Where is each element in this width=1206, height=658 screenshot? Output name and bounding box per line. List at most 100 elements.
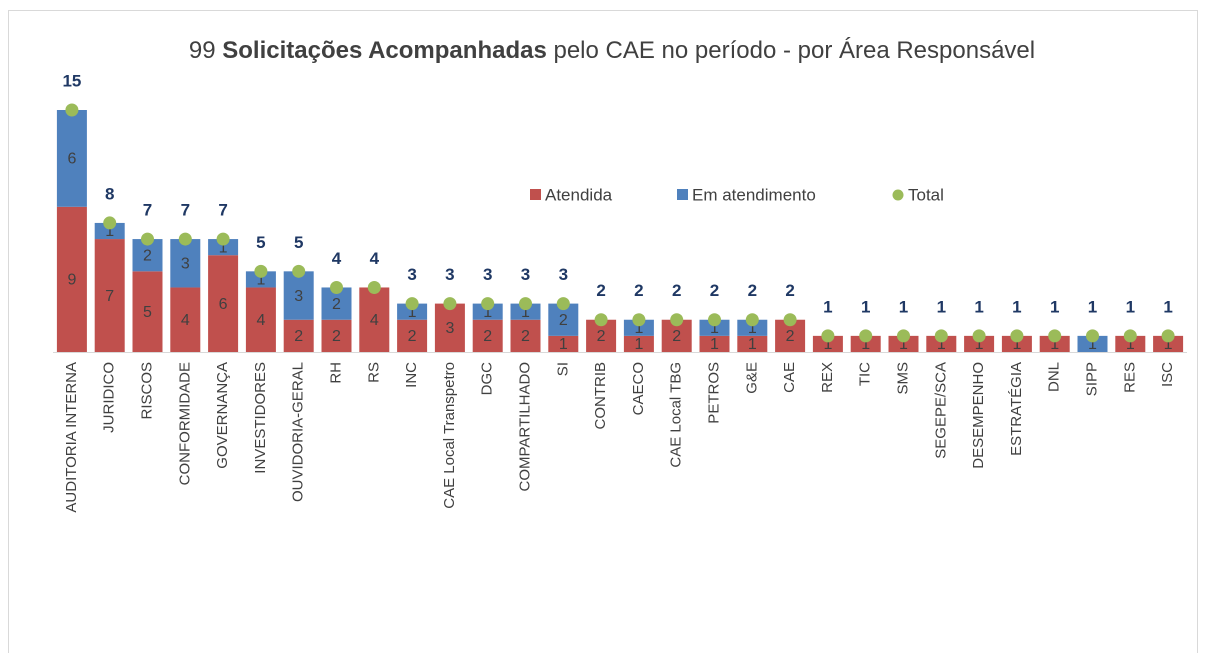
x-tick-label: SI [554,362,571,376]
bar-segment [737,335,768,352]
total-label: 4 [370,249,380,268]
segment-label: 1 [748,320,757,337]
x-tick-label: ESTRATÉGIA [1008,362,1025,456]
x-tick-label: DGC [479,362,496,396]
segment-label: 3 [445,320,454,337]
bar-segment [548,335,579,352]
segment-label: 3 [181,255,190,272]
segment-label: 2 [597,328,606,345]
bar-segment [926,335,957,352]
bar-segment [510,319,541,352]
total-dot [556,297,570,311]
segment-label: 1 [861,336,870,353]
total-label: 7 [143,201,152,220]
total-label: 5 [256,233,265,252]
legend-label: Em atendimento [692,185,816,204]
bar-segment [94,239,125,352]
bar-segment [510,303,541,320]
bar-segment [208,255,239,352]
bar-segment [623,319,654,336]
bar-segment [132,271,163,352]
total-dot [292,264,306,278]
x-tick-label: CONTRIB [592,362,609,430]
total-dot [254,264,268,278]
segment-label: 2 [143,247,152,264]
total-label: 5 [294,233,303,252]
x-tick-label: CAE Local TBG [668,362,685,468]
segment-label: 1 [105,223,114,240]
bar-segment [397,319,428,352]
total-dot [1048,329,1062,343]
total-dot [330,280,343,294]
segment-label: 1 [710,320,719,337]
total-label: 3 [521,265,530,284]
total-dot [405,297,419,311]
total-dot [821,329,835,343]
bar-segment [737,319,768,336]
bar-segment [283,319,314,352]
x-tick-label: JURIDICO [101,362,118,433]
segment-label: 1 [521,304,530,321]
x-tick-label: GOVERNANÇA [214,362,231,469]
total-label: 1 [1163,297,1172,316]
segment-label: 5 [143,304,152,321]
bar-segment [245,271,276,288]
title-part: 99 [189,37,222,64]
segment-label: 1 [823,336,832,353]
total-dot [443,297,457,311]
x-tick-label: ISC [1159,362,1176,387]
x-tick-label: PETROS [705,362,722,424]
segment-label: 1 [1088,336,1097,353]
total-dot [632,313,646,327]
total-dot [1123,329,1137,343]
segment-label: 1 [899,336,908,353]
x-tick-label: RES [1121,362,1138,393]
total-dot [178,232,192,246]
total-label: 2 [634,281,643,300]
total-label: 3 [407,265,416,284]
bar-segment [888,335,919,352]
segment-label: 2 [483,328,492,345]
segment-label: 7 [105,288,114,305]
total-dot [1086,329,1099,343]
x-tick-label: COMPARTILHADO [516,362,533,491]
bar-segment [245,287,276,352]
total-dot [216,232,230,246]
bar-segment [170,287,201,352]
bar-segment [964,335,995,352]
x-tick-label: REX [819,362,836,393]
total-label: 1 [1088,297,1097,316]
x-tick-label: SEGEPE/SCA [932,362,949,459]
bar-segment [472,303,503,320]
x-tick-label: DESEMPENHO [970,362,987,469]
x-tick-label: CAECO [630,362,647,415]
segment-label: 1 [748,336,757,353]
segment-label: 1 [408,304,417,321]
bar-segment [1039,335,1070,352]
bar-segment [434,303,465,352]
total-dot [783,313,797,327]
segment-label: 2 [521,328,530,345]
segment-label: 3 [294,288,303,305]
total-label: 1 [861,297,870,316]
total-label: 2 [748,281,757,300]
bar-segment [472,319,503,352]
total-dot [594,313,608,327]
segment-label: 4 [181,312,190,329]
title-part: Solicitações Acompanhadas [222,37,547,64]
segment-label: 4 [370,312,379,329]
segment-label: 1 [634,336,643,353]
segment-label: 1 [256,272,265,289]
legend-swatch [677,189,688,200]
total-label: 4 [332,249,342,268]
total-label: 3 [445,265,454,284]
bar-segment [1115,335,1146,352]
bar-segment [850,335,881,352]
total-label: 1 [899,297,908,316]
total-label: 7 [218,201,227,220]
total-dot [103,216,117,230]
bar-segment [283,271,314,320]
bar-segment [170,239,201,288]
legend-label: Total [908,185,944,204]
